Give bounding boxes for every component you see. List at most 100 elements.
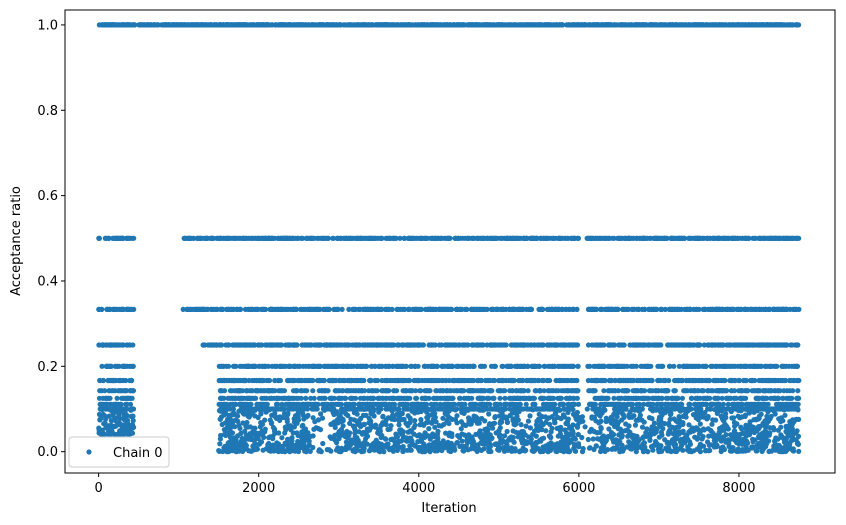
data-point xyxy=(670,235,676,241)
data-point xyxy=(793,306,799,312)
data-point xyxy=(639,342,645,348)
data-point xyxy=(451,388,457,394)
data-point xyxy=(117,377,123,384)
data-point xyxy=(225,395,231,401)
data-point xyxy=(188,306,194,312)
data-point xyxy=(745,22,751,28)
data-point xyxy=(113,306,119,312)
data-point xyxy=(230,342,236,348)
data-point xyxy=(217,342,223,348)
data-point xyxy=(596,363,602,369)
data-point xyxy=(628,377,634,384)
data-point xyxy=(436,342,442,348)
data-point xyxy=(385,377,391,384)
data-point xyxy=(736,306,742,312)
data-point xyxy=(422,395,429,401)
data-point xyxy=(683,377,690,384)
data-point xyxy=(292,363,298,369)
data-point xyxy=(412,306,418,312)
data-point xyxy=(109,430,115,436)
data-point xyxy=(599,395,606,401)
data-point xyxy=(455,235,461,241)
data-point xyxy=(735,363,741,369)
data-point xyxy=(647,22,653,28)
data-point xyxy=(788,395,794,401)
data-point xyxy=(720,306,726,312)
data-point xyxy=(539,235,545,241)
data-point xyxy=(424,388,430,394)
data-point xyxy=(394,306,400,312)
data-point xyxy=(251,22,257,28)
data-point xyxy=(216,377,222,384)
data-point xyxy=(581,22,587,28)
data-point xyxy=(329,377,335,384)
data-point xyxy=(465,235,471,241)
data-point xyxy=(444,342,451,348)
data-point xyxy=(229,388,235,394)
data-point xyxy=(453,306,459,312)
data-point xyxy=(667,363,673,369)
data-point xyxy=(626,22,632,28)
data-point xyxy=(616,342,622,348)
data-point xyxy=(106,363,112,369)
data-point xyxy=(293,22,299,28)
data-point xyxy=(672,388,678,394)
data-point xyxy=(231,22,237,28)
data-point xyxy=(221,363,227,369)
data-point xyxy=(444,388,450,394)
data-point xyxy=(564,377,570,384)
data-point xyxy=(310,377,316,384)
data-point xyxy=(299,388,305,394)
data-point xyxy=(739,388,745,394)
data-point xyxy=(751,388,757,394)
data-point xyxy=(361,388,368,394)
data-point xyxy=(775,388,781,394)
data-point xyxy=(442,395,448,401)
data-point xyxy=(660,363,666,369)
data-point xyxy=(794,377,801,384)
data-point xyxy=(636,377,642,384)
data-point xyxy=(470,363,477,369)
data-point xyxy=(186,22,192,28)
data-point xyxy=(728,388,735,394)
data-point xyxy=(130,418,136,424)
data-point xyxy=(234,306,240,312)
data-point xyxy=(763,395,769,401)
data-point xyxy=(748,342,755,348)
data-point xyxy=(499,363,505,369)
data-point xyxy=(455,363,461,369)
data-point xyxy=(279,388,285,394)
data-point xyxy=(106,413,112,419)
data-point xyxy=(608,22,615,28)
data-point xyxy=(115,431,121,437)
data-point xyxy=(570,306,577,312)
data-point xyxy=(746,235,752,241)
data-point xyxy=(587,306,593,312)
data-point xyxy=(278,306,284,312)
data-point xyxy=(327,395,333,401)
data-point xyxy=(623,235,629,241)
data-point xyxy=(638,395,644,401)
data-point xyxy=(102,420,108,426)
data-point xyxy=(494,22,501,28)
data-point xyxy=(790,388,796,394)
data-point xyxy=(795,388,801,394)
data-point xyxy=(713,306,719,312)
data-point xyxy=(405,306,412,312)
data-point xyxy=(375,377,381,384)
data-point xyxy=(411,235,417,241)
data-point xyxy=(102,235,108,241)
data-point xyxy=(457,388,463,394)
data-point xyxy=(682,388,688,394)
data-point xyxy=(668,306,675,312)
data-point xyxy=(120,306,126,312)
data-point xyxy=(539,306,545,312)
data-point xyxy=(658,377,664,384)
data-point xyxy=(766,22,772,28)
data-point xyxy=(617,395,623,401)
data-point xyxy=(552,342,559,348)
data-point xyxy=(378,306,384,312)
data-point xyxy=(707,306,713,312)
data-point xyxy=(675,377,682,384)
data-point xyxy=(266,377,273,384)
